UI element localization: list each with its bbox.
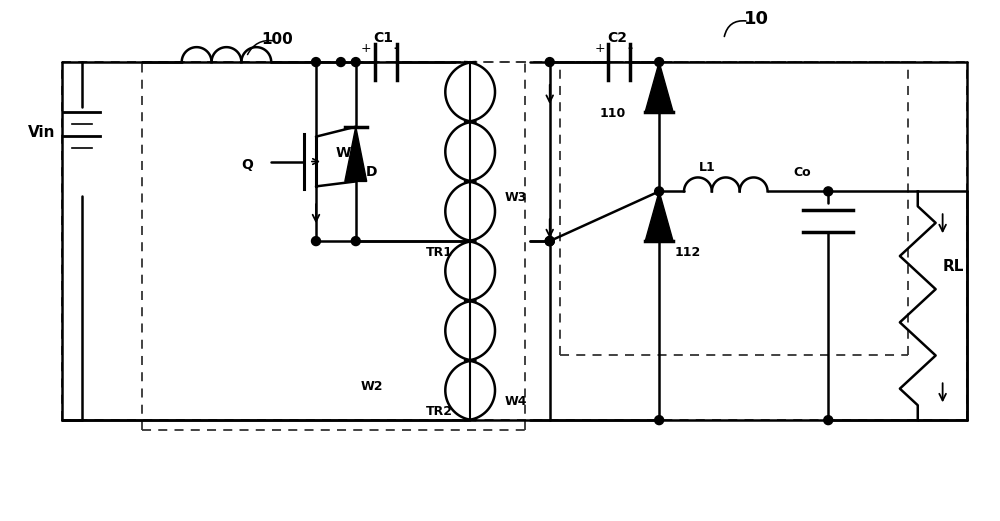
Circle shape <box>655 416 664 425</box>
Text: +: + <box>361 42 371 55</box>
Polygon shape <box>345 127 367 181</box>
Text: -: - <box>394 42 399 55</box>
Circle shape <box>351 58 360 67</box>
Text: D: D <box>366 166 377 179</box>
Text: 112: 112 <box>674 246 700 259</box>
Circle shape <box>545 237 554 245</box>
Text: 110: 110 <box>599 107 626 120</box>
Circle shape <box>545 237 554 245</box>
Text: TR2: TR2 <box>425 405 452 418</box>
Text: TR1: TR1 <box>425 246 452 259</box>
Text: +: + <box>594 42 605 55</box>
Text: Co: Co <box>793 166 811 179</box>
Text: C2: C2 <box>607 31 627 45</box>
Polygon shape <box>645 191 673 241</box>
Circle shape <box>824 416 833 425</box>
Circle shape <box>545 237 554 245</box>
Circle shape <box>824 187 833 196</box>
Text: C1: C1 <box>374 31 394 45</box>
Text: -: - <box>627 42 632 55</box>
Text: Vin: Vin <box>28 125 55 140</box>
Text: W2: W2 <box>361 380 383 393</box>
Text: W3: W3 <box>505 191 527 204</box>
Circle shape <box>545 58 554 67</box>
Polygon shape <box>645 62 673 112</box>
Text: W4: W4 <box>505 395 527 408</box>
Circle shape <box>312 237 320 245</box>
Text: 100: 100 <box>261 32 293 47</box>
Text: Q: Q <box>241 158 253 172</box>
Text: L1: L1 <box>699 162 716 175</box>
Text: 10: 10 <box>744 10 769 28</box>
Circle shape <box>655 58 664 67</box>
Circle shape <box>312 58 320 67</box>
Circle shape <box>351 237 360 245</box>
Circle shape <box>655 187 664 196</box>
Text: RL: RL <box>943 259 964 274</box>
Circle shape <box>336 58 345 67</box>
Text: W1: W1 <box>336 145 361 159</box>
